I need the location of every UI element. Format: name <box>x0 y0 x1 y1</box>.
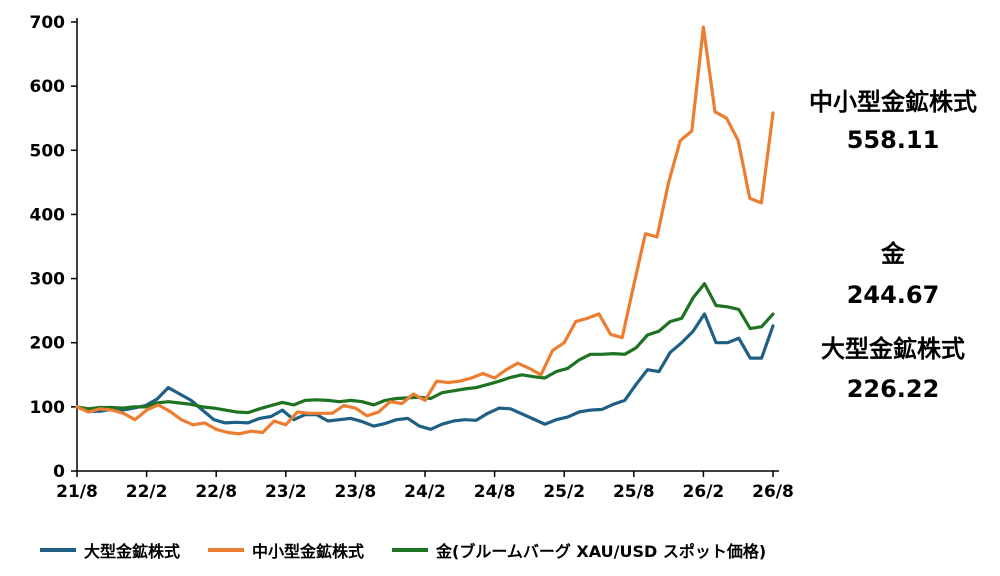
series-lines <box>75 25 775 436</box>
y-tick-label: 200 <box>30 334 66 354</box>
x-tick-label: 26/2 <box>683 482 725 502</box>
y-tick-label: 700 <box>30 13 66 33</box>
x-tick-label: 25/8 <box>613 482 655 502</box>
legend-label-gold: 金(ブルームバーグ XAU/USD スポット価格) <box>436 542 767 561</box>
series-line-large-cap <box>75 312 775 431</box>
y-tick-label: 500 <box>30 141 66 161</box>
y-axis: 0 100 200 300 400 500 600 700 <box>30 13 78 482</box>
x-tick-label: 23/2 <box>265 482 307 502</box>
legend-item-large-cap: 大型金鉱株式 <box>40 538 180 562</box>
y-tick-label: 600 <box>30 77 66 97</box>
x-tick-label: 22/8 <box>195 482 237 502</box>
legend-swatch-small-mid-cap <box>208 548 245 552</box>
legend-item-gold: 金(ブルームバーグ XAU/USD スポット価格) <box>392 538 766 562</box>
end-label-gold: 金 <box>880 240 906 268</box>
y-tick-label: 300 <box>30 270 66 290</box>
legend-label-large-cap: 大型金鉱株式 <box>84 542 181 561</box>
legend-swatch-gold <box>392 548 429 552</box>
y-tick-label: 100 <box>30 398 66 418</box>
end-label-large-cap: 大型金鉱株式 <box>821 335 965 363</box>
x-tick-label: 24/2 <box>404 482 446 502</box>
x-tick-label: 26/8 <box>752 482 794 502</box>
series-line-small-mid-cap <box>75 25 775 436</box>
legend-swatch-large-cap <box>40 548 76 552</box>
x-tick-label: 25/2 <box>543 482 585 502</box>
x-tick-label: 23/8 <box>335 482 377 502</box>
end-value-gold: 244.67 <box>847 281 940 309</box>
x-tick-label: 24/8 <box>474 482 516 502</box>
legend-item-small-mid-cap: 中小型金鉱株式 <box>208 538 364 562</box>
legend-label-small-mid-cap: 中小型金鉱株式 <box>252 542 365 561</box>
end-value-large-cap: 226.22 <box>847 375 940 403</box>
x-tick-label: 22/2 <box>126 482 168 502</box>
y-tick-label: 400 <box>30 205 66 225</box>
x-tick-label: 21/8 <box>56 482 98 502</box>
y-tick-label: 0 <box>53 462 65 482</box>
legend: 大型金鉱株式 中小型金鉱株式 金(ブルームバーグ XAU/USD スポット価格) <box>40 538 794 562</box>
end-value-small-mid-cap: 558.11 <box>847 126 940 154</box>
end-labels: 中小型金鉱株式 558.11 金 244.67 大型金鉱株式 226.22 <box>809 88 977 403</box>
end-label-small-mid-cap: 中小型金鉱株式 <box>809 88 977 116</box>
x-axis: 21/8 22/2 22/8 23/2 23/8 24/2 24/8 25/2 25/8 26/2… <box>56 470 794 502</box>
